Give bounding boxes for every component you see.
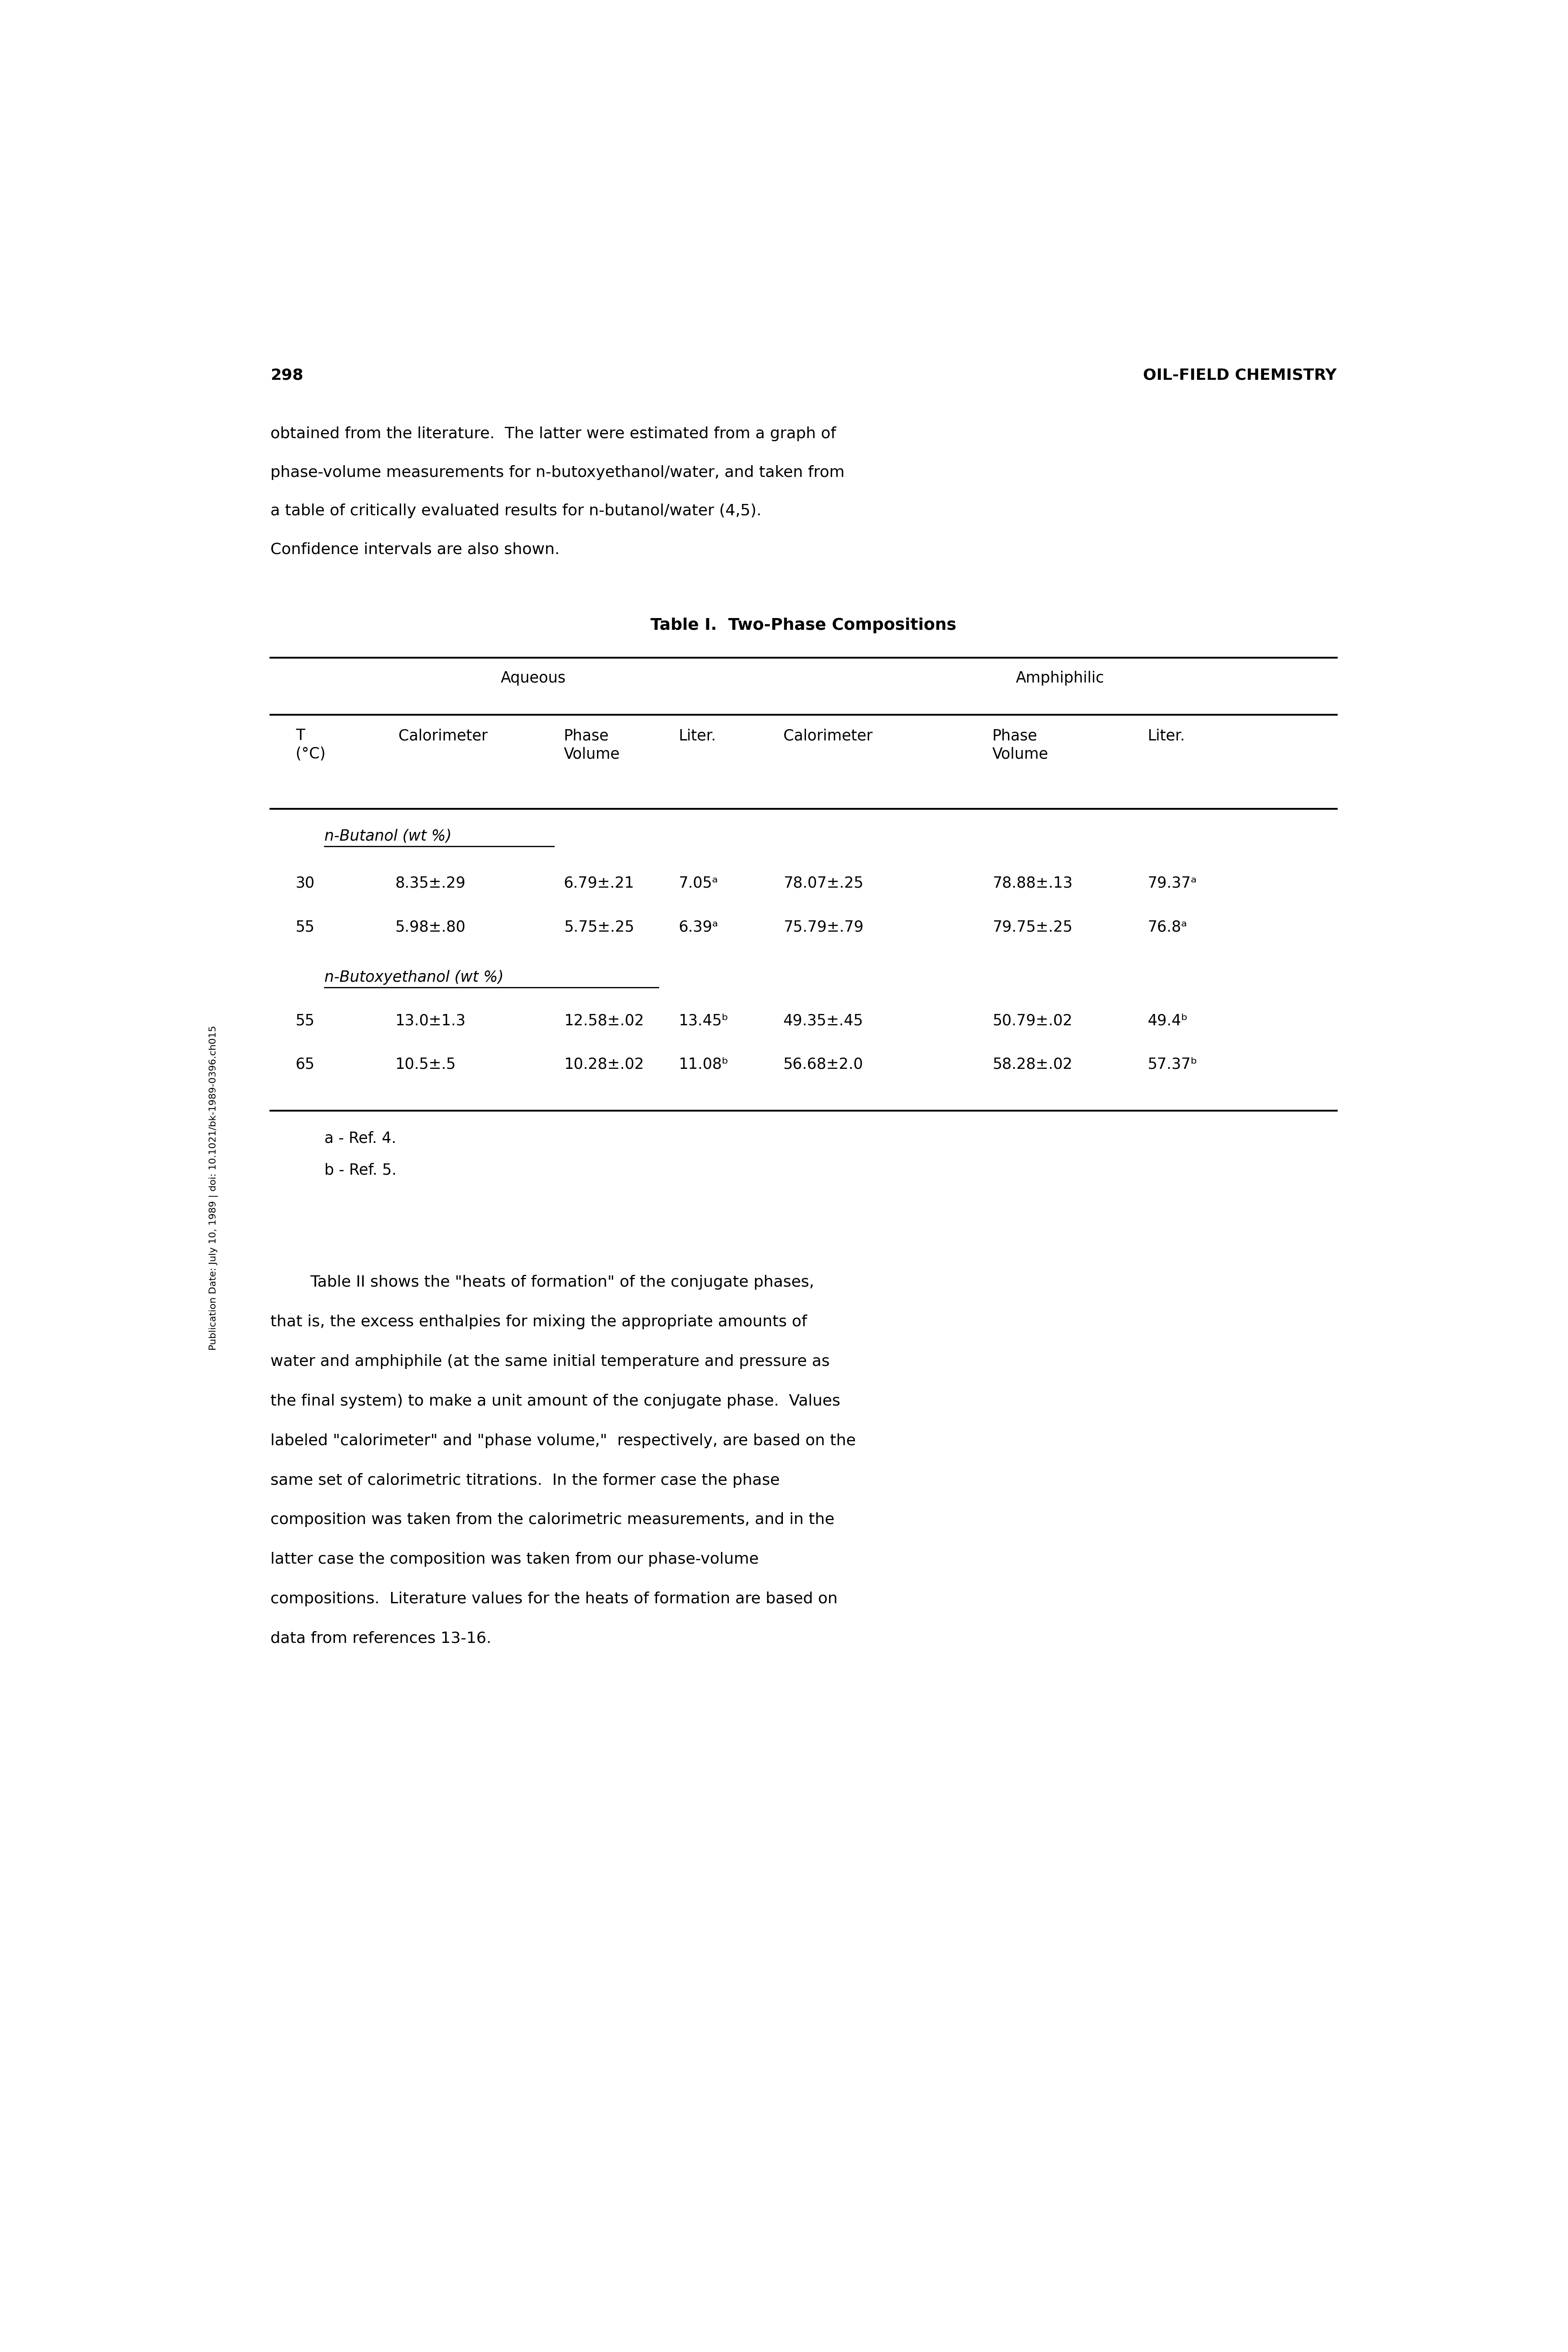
Text: 65: 65	[295, 1056, 315, 1073]
Text: Amphiphilic: Amphiphilic	[1016, 670, 1104, 684]
Text: 298: 298	[270, 367, 303, 383]
Text: Publication Date: July 10, 1989 | doi: 10.1021/bk-1989-0396.ch015: Publication Date: July 10, 1989 | doi: 1…	[209, 1025, 218, 1350]
Text: 12.58±.02: 12.58±.02	[564, 1014, 644, 1028]
Text: 55: 55	[295, 920, 315, 934]
Text: 13.0±1.3: 13.0±1.3	[395, 1014, 466, 1028]
Text: a table of critically evaluated results for n-butanol/water (4,5).: a table of critically evaluated results …	[270, 503, 762, 517]
Text: 50.79±.02: 50.79±.02	[993, 1014, 1073, 1028]
Text: 30: 30	[295, 875, 315, 891]
Text: 79.37ᵃ: 79.37ᵃ	[1148, 875, 1196, 891]
Text: (°C): (°C)	[295, 746, 326, 762]
Text: Table I.  Two-Phase Compositions: Table I. Two-Phase Compositions	[651, 619, 956, 633]
Text: n-Butanol (wt %): n-Butanol (wt %)	[325, 828, 452, 844]
Text: 58.28±.02: 58.28±.02	[993, 1056, 1073, 1073]
Text: 13.45ᵇ: 13.45ᵇ	[679, 1014, 729, 1028]
Text: a - Ref. 4.: a - Ref. 4.	[325, 1131, 397, 1145]
Text: latter case the composition was taken from our phase-volume: latter case the composition was taken fr…	[270, 1552, 759, 1566]
Text: Phase: Phase	[564, 729, 608, 743]
Text: 75.79±.79: 75.79±.79	[782, 920, 864, 934]
Text: phase-volume measurements for n-butoxyethanol/water, and taken from: phase-volume measurements for n-butoxyet…	[270, 466, 845, 480]
Text: 10.5±.5: 10.5±.5	[395, 1056, 456, 1073]
Text: 8.35±.29: 8.35±.29	[395, 875, 466, 891]
Text: 79.75±.25: 79.75±.25	[993, 920, 1073, 934]
Text: b - Ref. 5.: b - Ref. 5.	[325, 1162, 397, 1178]
Text: compositions.  Literature values for the heats of formation are based on: compositions. Literature values for the …	[270, 1592, 837, 1606]
Text: Liter.: Liter.	[1148, 729, 1185, 743]
Text: Aqueous: Aqueous	[500, 670, 566, 684]
Text: 6.79±.21: 6.79±.21	[564, 875, 635, 891]
Text: Calorimeter: Calorimeter	[782, 729, 872, 743]
Text: 76.8ᵃ: 76.8ᵃ	[1148, 920, 1187, 934]
Text: n-Butoxyethanol (wt %): n-Butoxyethanol (wt %)	[325, 969, 503, 985]
Text: same set of calorimetric titrations.  In the former case the phase: same set of calorimetric titrations. In …	[270, 1472, 779, 1489]
Text: Calorimeter: Calorimeter	[398, 729, 488, 743]
Text: obtained from the literature.  The latter were estimated from a graph of: obtained from the literature. The latter…	[270, 426, 836, 442]
Text: Liter.: Liter.	[679, 729, 717, 743]
Text: 6.39ᵃ: 6.39ᵃ	[679, 920, 718, 934]
Text: OIL-FIELD CHEMISTRY: OIL-FIELD CHEMISTRY	[1143, 367, 1336, 383]
Text: 49.4ᵇ: 49.4ᵇ	[1148, 1014, 1189, 1028]
Text: 56.68±2.0: 56.68±2.0	[782, 1056, 864, 1073]
Text: 49.35±.45: 49.35±.45	[782, 1014, 864, 1028]
Text: Confidence intervals are also shown.: Confidence intervals are also shown.	[270, 543, 560, 557]
Text: 5.98±.80: 5.98±.80	[395, 920, 466, 934]
Text: Volume: Volume	[993, 746, 1049, 762]
Text: Table II shows the "heats of formation" of the conjugate phases,: Table II shows the "heats of formation" …	[270, 1275, 814, 1289]
Text: 11.08ᵇ: 11.08ᵇ	[679, 1056, 729, 1073]
Text: 55: 55	[295, 1014, 315, 1028]
Text: data from references 13-16.: data from references 13-16.	[270, 1632, 491, 1646]
Text: 57.37ᵇ: 57.37ᵇ	[1148, 1056, 1198, 1073]
Text: composition was taken from the calorimetric measurements, and in the: composition was taken from the calorimet…	[270, 1512, 834, 1526]
Text: Phase: Phase	[993, 729, 1038, 743]
Text: the final system) to make a unit amount of the conjugate phase.  Values: the final system) to make a unit amount …	[270, 1395, 840, 1409]
Text: water and amphiphile (at the same initial temperature and pressure as: water and amphiphile (at the same initia…	[270, 1355, 829, 1369]
Text: labeled "calorimeter" and "phase volume,"  respectively, are based on the: labeled "calorimeter" and "phase volume,…	[270, 1432, 856, 1449]
Text: T: T	[295, 729, 304, 743]
Text: 78.88±.13: 78.88±.13	[993, 875, 1073, 891]
Text: that is, the excess enthalpies for mixing the appropriate amounts of: that is, the excess enthalpies for mixin…	[270, 1315, 808, 1329]
Text: 78.07±.25: 78.07±.25	[782, 875, 864, 891]
Text: 5.75±.25: 5.75±.25	[564, 920, 633, 934]
Text: 7.05ᵃ: 7.05ᵃ	[679, 875, 718, 891]
Text: Volume: Volume	[564, 746, 619, 762]
Text: 10.28±.02: 10.28±.02	[564, 1056, 644, 1073]
